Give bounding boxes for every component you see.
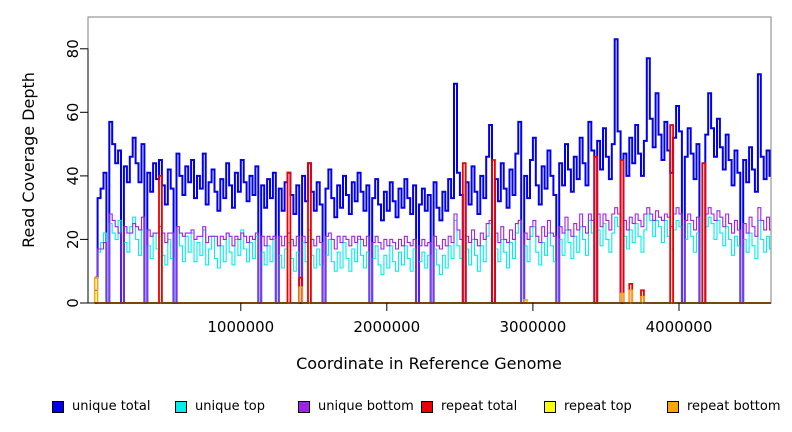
legend-label-repeat-total: repeat total — [441, 399, 518, 414]
legend-label-unique-total: unique total — [72, 399, 151, 414]
legend-item-repeat-total: repeat total — [421, 399, 544, 414]
legend-label-repeat-bottom: repeat bottom — [687, 399, 781, 414]
repeat-bottom-swatch-icon — [667, 400, 679, 413]
y-axis-title: Read Coverage Depth — [19, 72, 38, 248]
svg-text:0: 0 — [64, 298, 82, 308]
series-group — [93, 38, 771, 304]
repeat-top-swatch-icon — [544, 400, 556, 413]
legend-item-unique-bottom: unique bottom — [298, 399, 421, 414]
legend-label-unique-bottom: unique bottom — [318, 399, 414, 414]
svg-text:3000000: 3000000 — [499, 318, 566, 336]
svg-text:60: 60 — [64, 103, 82, 122]
x-axis-title: Coordinate in Reference Genome — [296, 354, 562, 373]
svg-text:80: 80 — [64, 39, 82, 58]
legend-label-unique-top: unique top — [195, 399, 266, 414]
svg-text:40: 40 — [64, 166, 82, 185]
legend-item-repeat-bottom: repeat bottom — [667, 399, 790, 414]
unique-total-swatch-icon — [52, 400, 64, 413]
repeat-total-swatch-icon — [421, 400, 433, 413]
unique-top-swatch-icon — [175, 400, 187, 413]
legend-item-unique-top: unique top — [175, 399, 298, 414]
legend: unique total unique top unique bottom re… — [52, 399, 790, 414]
legend-label-repeat-top: repeat top — [564, 399, 632, 414]
legend-item-repeat-top: repeat top — [544, 399, 667, 414]
legend-item-unique-total: unique total — [52, 399, 175, 414]
svg-text:4000000: 4000000 — [646, 318, 713, 336]
axes-group: 0 20 40 60 80 1000000 2000000 3000000 4000000 — [64, 16, 772, 336]
svg-text:20: 20 — [64, 230, 82, 249]
svg-text:1000000: 1000000 — [207, 318, 274, 336]
unique-bottom-swatch-icon — [298, 400, 310, 413]
svg-text:2000000: 2000000 — [353, 318, 420, 336]
